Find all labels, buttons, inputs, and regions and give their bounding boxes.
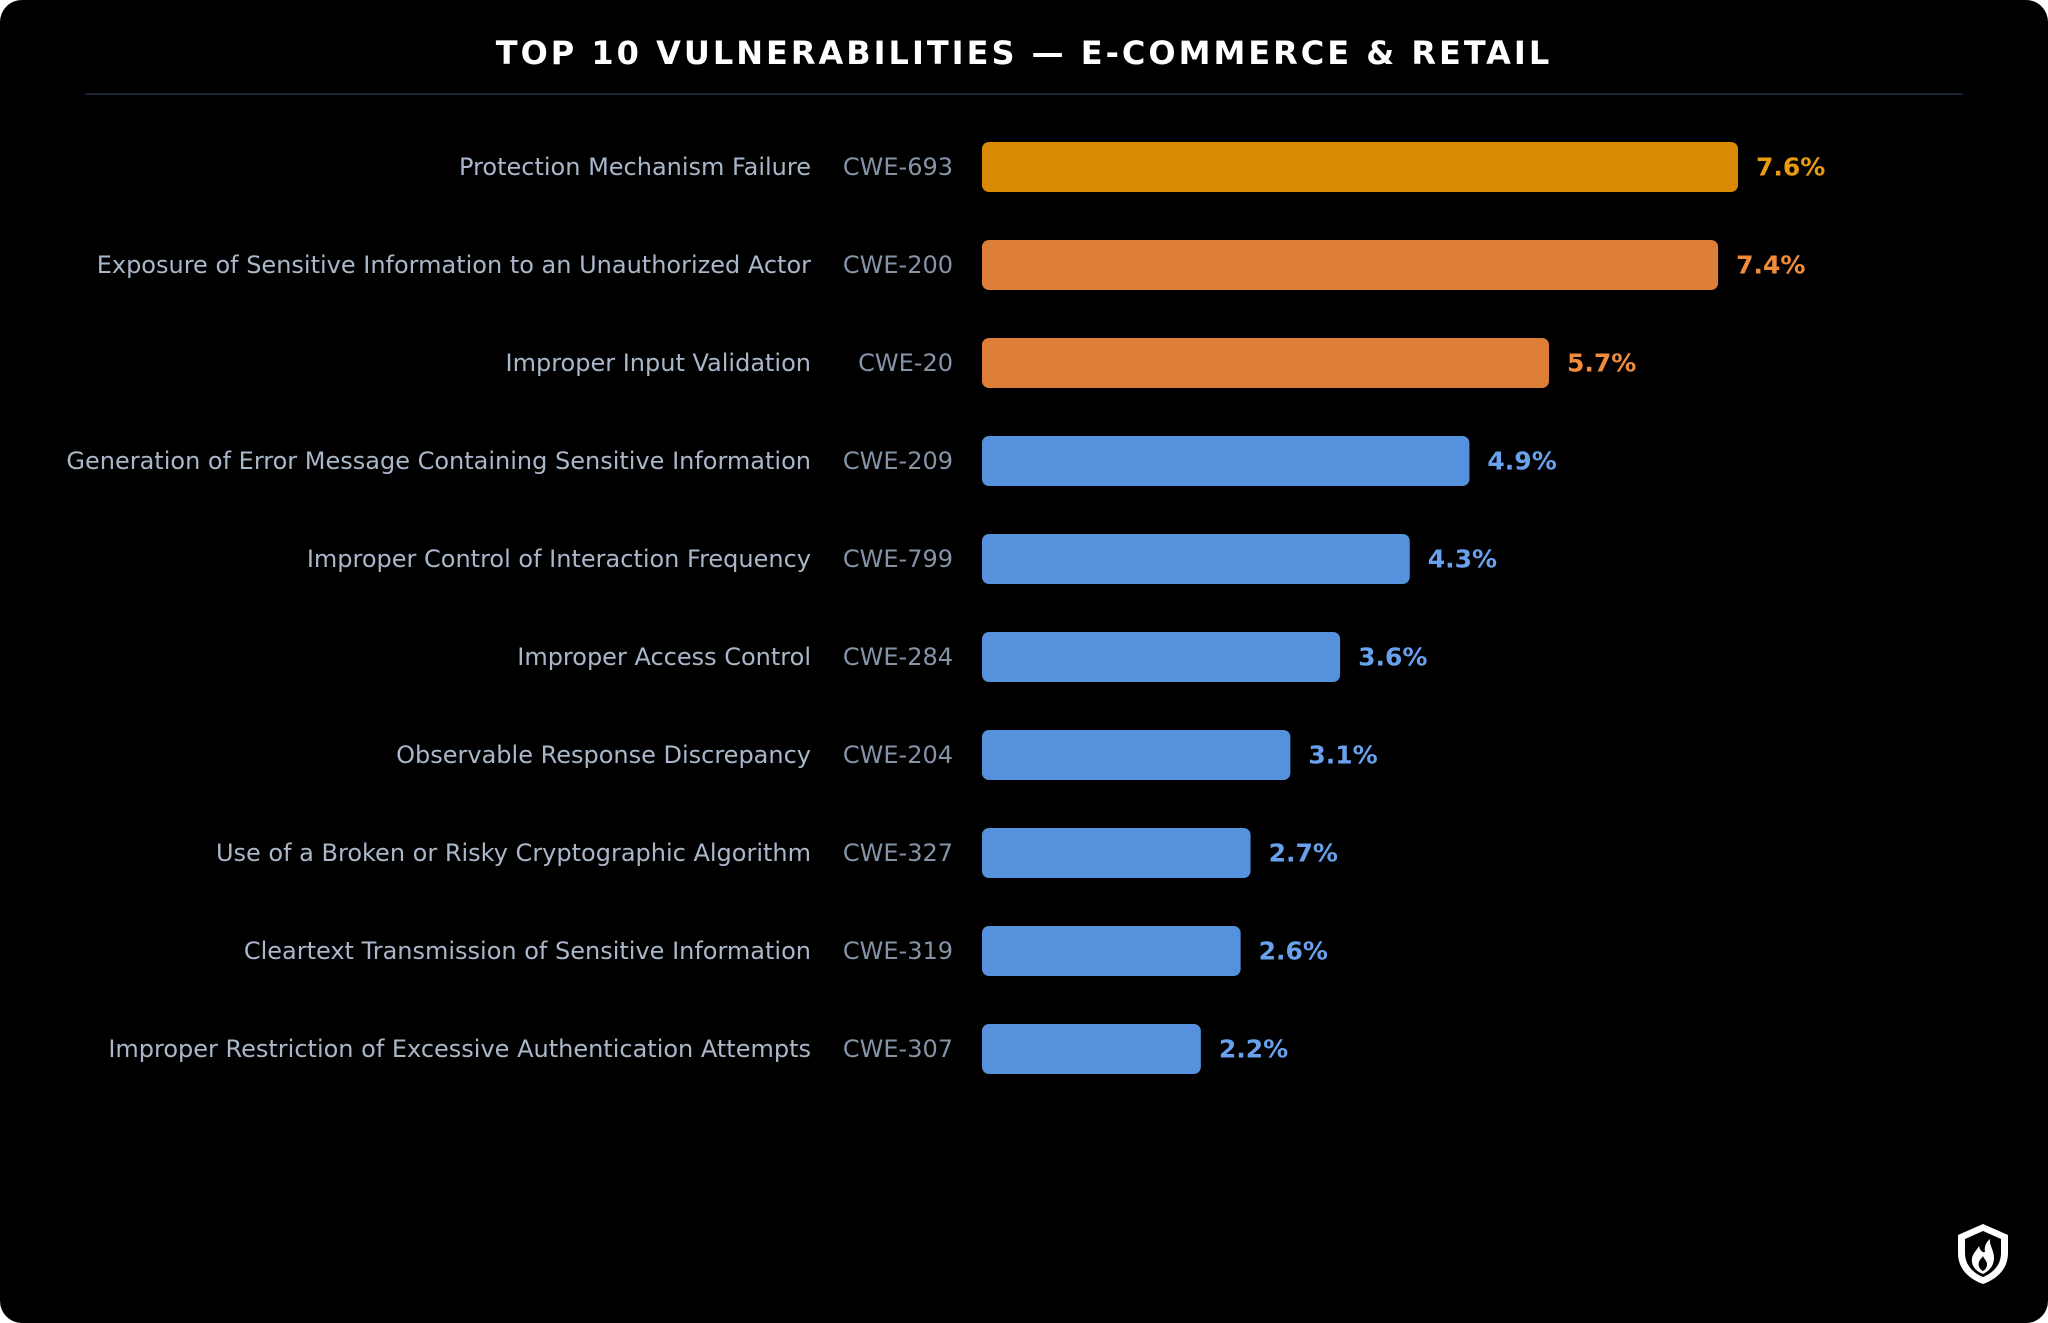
cwe-label: CWE-327: [843, 839, 953, 867]
category-label: Improper Restriction of Excessive Authen…: [108, 1035, 811, 1063]
bar: [982, 632, 1341, 682]
cwe-label: CWE-319: [843, 937, 953, 965]
bar: [982, 338, 1549, 388]
shield-flame-icon: [1958, 1224, 2008, 1284]
cwe-label: CWE-284: [843, 643, 953, 671]
category-label: Exposure of Sensitive Information to an …: [97, 251, 811, 279]
category-label: Improper Control of Interaction Frequenc…: [307, 545, 811, 573]
bar: [982, 534, 1410, 584]
bar: [982, 240, 1719, 290]
cwe-label: CWE-307: [843, 1035, 953, 1063]
category-label: Generation of Error Message Containing S…: [66, 447, 811, 475]
category-label: Improper Access Control: [517, 643, 811, 671]
bar: [982, 730, 1291, 780]
value-label: 3.1%: [1308, 741, 1377, 770]
bar: [982, 828, 1251, 878]
category-label: Improper Input Validation: [506, 349, 812, 377]
value-label: 4.3%: [1428, 545, 1497, 574]
value-label: 2.6%: [1259, 937, 1328, 966]
cwe-label: CWE-693: [843, 153, 953, 181]
cwe-label: CWE-20: [858, 349, 953, 377]
title-divider: [85, 93, 1963, 95]
value-label: 2.7%: [1269, 839, 1338, 868]
cwe-label: CWE-209: [843, 447, 953, 475]
cwe-label: CWE-200: [843, 251, 953, 279]
bar: [982, 142, 1738, 192]
category-label: Cleartext Transmission of Sensitive Info…: [244, 937, 811, 965]
category-label: Observable Response Discrepancy: [396, 741, 811, 769]
bar: [982, 1024, 1201, 1074]
value-label: 5.7%: [1567, 349, 1636, 378]
category-label: Use of a Broken or Risky Cryptographic A…: [216, 839, 811, 867]
value-label: 2.2%: [1219, 1035, 1288, 1064]
cwe-label: CWE-799: [843, 545, 953, 573]
category-label: Protection Mechanism Failure: [459, 153, 811, 181]
value-label: 7.4%: [1736, 251, 1805, 280]
chart-title: TOP 10 VULNERABILITIES — E-COMMERCE & RE…: [495, 34, 1553, 72]
bar: [982, 436, 1470, 486]
value-label: 3.6%: [1358, 643, 1427, 672]
bar: [982, 926, 1241, 976]
value-label: 4.9%: [1487, 447, 1556, 476]
value-label: 7.6%: [1756, 153, 1825, 182]
cwe-label: CWE-204: [843, 741, 953, 769]
